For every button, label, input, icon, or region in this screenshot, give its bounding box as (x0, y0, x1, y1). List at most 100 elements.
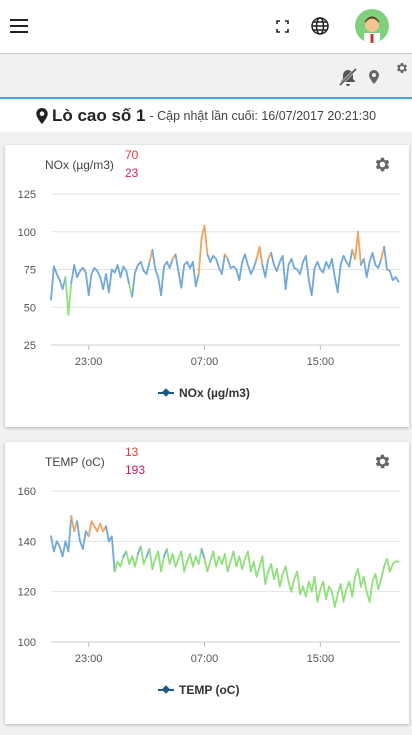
series-segment (180, 550, 186, 573)
series-segment (174, 558, 180, 568)
series-segment (55, 273, 61, 282)
series-segment (55, 540, 61, 548)
series-segment (116, 264, 122, 279)
series-segment (322, 580, 328, 601)
series-segment (246, 264, 252, 275)
series-segment (351, 575, 357, 598)
series-segment (50, 535, 55, 553)
series-segment (374, 573, 380, 591)
y-tick-label: 50 (24, 302, 36, 314)
series-segment (203, 224, 209, 256)
chart-label: TEMP (oC) (45, 455, 105, 469)
gear-icon[interactable] (393, 59, 411, 77)
series-segment (197, 236, 203, 275)
series-segment (134, 264, 139, 274)
series-segment (125, 550, 131, 565)
series-segment (212, 550, 218, 568)
legend-label: NOx (µg/m3) (179, 386, 250, 400)
location-pin-icon[interactable] (366, 67, 382, 87)
legend-marker (161, 388, 171, 397)
series-segment (67, 282, 73, 316)
chart-card-temp: TEMP (oC) 13 193 160 140 120 100 23:00 07:00 15:0… (5, 442, 409, 724)
series-segment (241, 558, 246, 570)
series-segment (134, 553, 139, 568)
bell-off-icon[interactable] (336, 65, 360, 89)
x-tick-label: 07:00 (191, 356, 219, 368)
series-segment (90, 520, 96, 528)
series-segment (189, 553, 194, 568)
series-segment (84, 271, 90, 297)
series-segment (165, 548, 171, 565)
series-segment (50, 265, 55, 301)
series-segment (388, 270, 394, 282)
chart-settings-gear-icon[interactable] (373, 155, 393, 175)
series-segment (316, 588, 322, 603)
series-segment (270, 252, 275, 266)
series-segment (105, 525, 110, 543)
series-segment (264, 258, 270, 279)
min-value: 23 (125, 166, 139, 180)
series-segment (264, 570, 270, 586)
menu-icon[interactable] (8, 15, 30, 37)
series-segment (148, 548, 154, 570)
series-segment (258, 245, 264, 266)
series-segment (290, 578, 296, 593)
series-segment (113, 560, 119, 573)
series-segment (383, 245, 388, 271)
series-segment (232, 550, 238, 568)
series-segment (64, 276, 70, 316)
series-segment (220, 253, 226, 275)
temp-chart: TEMP (oC) 13 193 160 140 120 100 23:00 07:00 15:0… (18, 445, 400, 697)
series-segment (180, 264, 186, 289)
chart-label: NOx (µg/m3) (45, 158, 114, 172)
y-tick-label: 25 (24, 340, 36, 352)
series-segment (76, 520, 81, 543)
series-segment (206, 560, 212, 573)
series-segment (290, 258, 296, 269)
series-segment (284, 565, 290, 583)
globe-icon[interactable] (309, 15, 331, 37)
series-segment (215, 555, 220, 568)
series-segment (313, 575, 319, 603)
y-tick-label: 125 (18, 189, 36, 201)
y-tick-label: 75 (24, 265, 36, 277)
series-segment (226, 258, 232, 269)
series-segment (151, 249, 157, 271)
series-segment (99, 522, 104, 533)
series-segment (139, 545, 145, 565)
station-title: Lò cao số 1 (51, 106, 146, 125)
series-segment (160, 265, 165, 297)
chart-settings-gear-icon[interactable] (373, 452, 393, 472)
series-segment (371, 252, 377, 266)
series-segment (151, 558, 157, 570)
fullscreen-icon[interactable] (272, 16, 292, 36)
series-segment (255, 565, 261, 578)
series-segment (238, 261, 244, 282)
y-tick-label: 100 (18, 227, 36, 239)
series-segment (145, 261, 151, 275)
user-avatar[interactable] (355, 9, 389, 43)
series-segment (261, 555, 267, 586)
series-segment (322, 261, 328, 274)
series-segment (310, 267, 316, 297)
series-segment (325, 585, 330, 601)
series-segment (357, 568, 362, 588)
series-segment (304, 255, 310, 282)
series-segment (125, 270, 131, 286)
series-segment (223, 553, 229, 573)
series-segment (368, 580, 374, 603)
series-segment (215, 258, 220, 269)
nox-chart: NOx (µg/m3) 70 23 125 100 75 50 25 23:00 07:00 15:… (18, 148, 400, 400)
y-tick-label: 100 (18, 637, 36, 649)
series-segment (226, 560, 232, 573)
series-segment (365, 261, 371, 279)
series-segment (380, 565, 386, 581)
series-segment (183, 560, 189, 573)
series-segment (394, 276, 400, 283)
series-segment (61, 540, 67, 558)
x-tick-label: 07:00 (191, 653, 219, 665)
y-tick-label: 140 (18, 536, 36, 548)
series-segment (336, 264, 342, 294)
series-segment (206, 253, 212, 263)
series-segment (249, 267, 255, 275)
